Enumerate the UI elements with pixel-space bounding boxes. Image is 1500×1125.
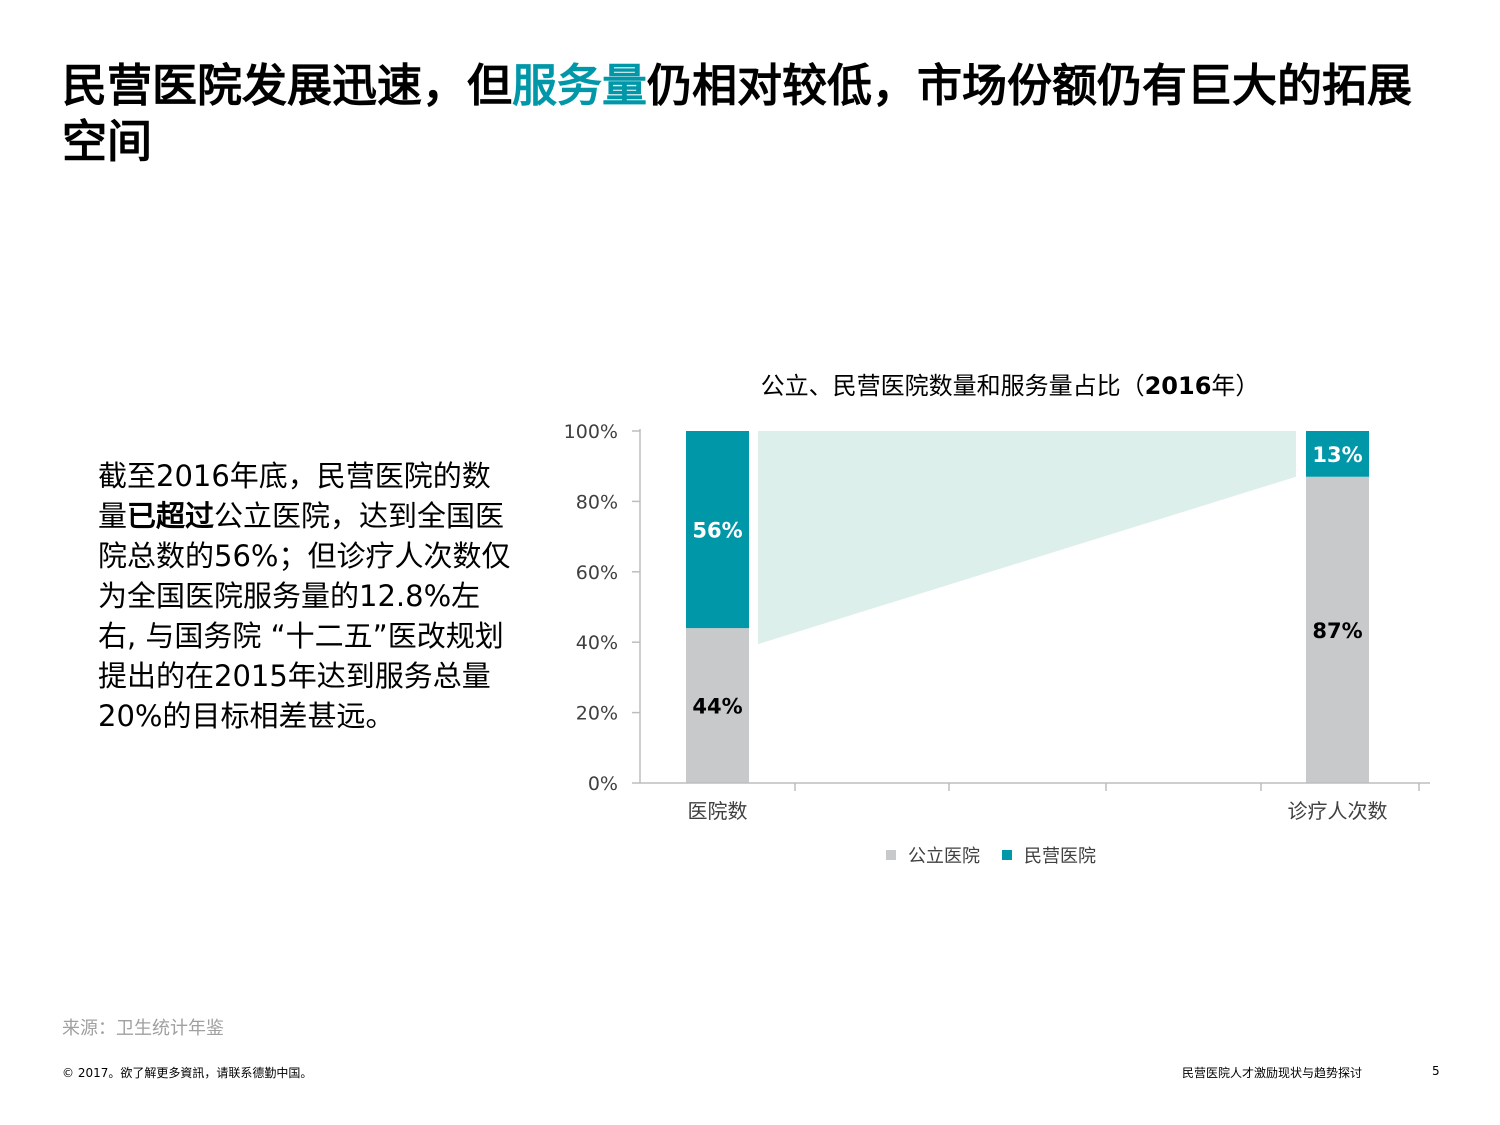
title-part1: 民营医院发展迅速，但: [62, 59, 513, 112]
connector-area: [758, 431, 1296, 645]
body-paragraph: 截至2016年底，民营医院的数量已超过公立医院，达到全国医院总数的56%；但诊疗…: [98, 456, 518, 736]
data-label-public-0: 44%: [692, 695, 742, 719]
chart-title-part2: 年）: [1211, 372, 1260, 400]
data-label-public-1: 87%: [1312, 619, 1362, 643]
bar-public-0: [686, 628, 749, 783]
data-labels: 44% 56% 87% 13%: [692, 443, 1362, 719]
bar-group: [686, 431, 1369, 783]
legend-label-private: 民营医院: [1024, 846, 1096, 867]
page-number: 5: [1432, 1064, 1440, 1078]
x-category-label-0: 医院数: [688, 799, 748, 823]
body-text-bold: 已超过: [127, 499, 215, 533]
footer-copyright: © 2017。欲了解更多資訊，请联系德勤中国。: [62, 1066, 313, 1080]
source-note: 来源：卫生统计年鉴: [62, 1018, 224, 1039]
legend-label-public: 公立医院: [908, 846, 980, 867]
chart-title-part1: 公立、民营医院数量和服务量占比（: [760, 372, 1145, 400]
y-tick-label-5: 100%: [564, 421, 618, 443]
title-part2: 仍相对较低，市场份额仍有巨大的拓展空间: [62, 59, 1413, 168]
footer-report-title: 民营医院人才激励现状与趋势探讨: [1182, 1066, 1363, 1080]
chart-legend: 公立医院 民营医院: [886, 846, 1096, 867]
y-tick-label-2: 40%: [576, 632, 618, 654]
x-category-label-1: 诊疗人次数: [1288, 799, 1388, 823]
data-label-private-1: 13%: [1312, 443, 1362, 467]
y-tick-label-4: 80%: [576, 491, 618, 513]
title-highlight: 服务量: [512, 59, 648, 112]
body-text-1: 截至2016年底，民营医院的数量: [98, 459, 491, 533]
data-label-private-0: 56%: [692, 519, 742, 543]
chart-title-year: 2016: [1144, 372, 1212, 400]
legend-swatch-public: [886, 850, 896, 860]
y-tick-label-3: 60%: [576, 562, 618, 584]
slide-title: 民营医院发展迅速，但服务量仍相对较低，市场份额仍有巨大的拓展空间: [62, 58, 1452, 170]
y-tick-label-1: 20%: [576, 703, 618, 725]
bar-private-1: [1306, 431, 1369, 477]
bar-private-0: [686, 431, 749, 629]
chart-title: 公立、民营医院数量和服务量占比（2016年）: [640, 366, 1380, 401]
legend-swatch-private: [1002, 850, 1012, 860]
body-text-3: 公立医院，达到全国医院总数的56%；但诊疗人次数仅为全国医院服务量的12.8%左…: [98, 499, 511, 733]
bar-public-1: [1306, 476, 1369, 783]
chart-axes: 0% 20% 40% 60% 80% 100% 医院数 诊疗人次数: [564, 421, 1430, 823]
y-tick-label-0: 0%: [588, 773, 618, 795]
connector-polygon: [758, 431, 1296, 645]
